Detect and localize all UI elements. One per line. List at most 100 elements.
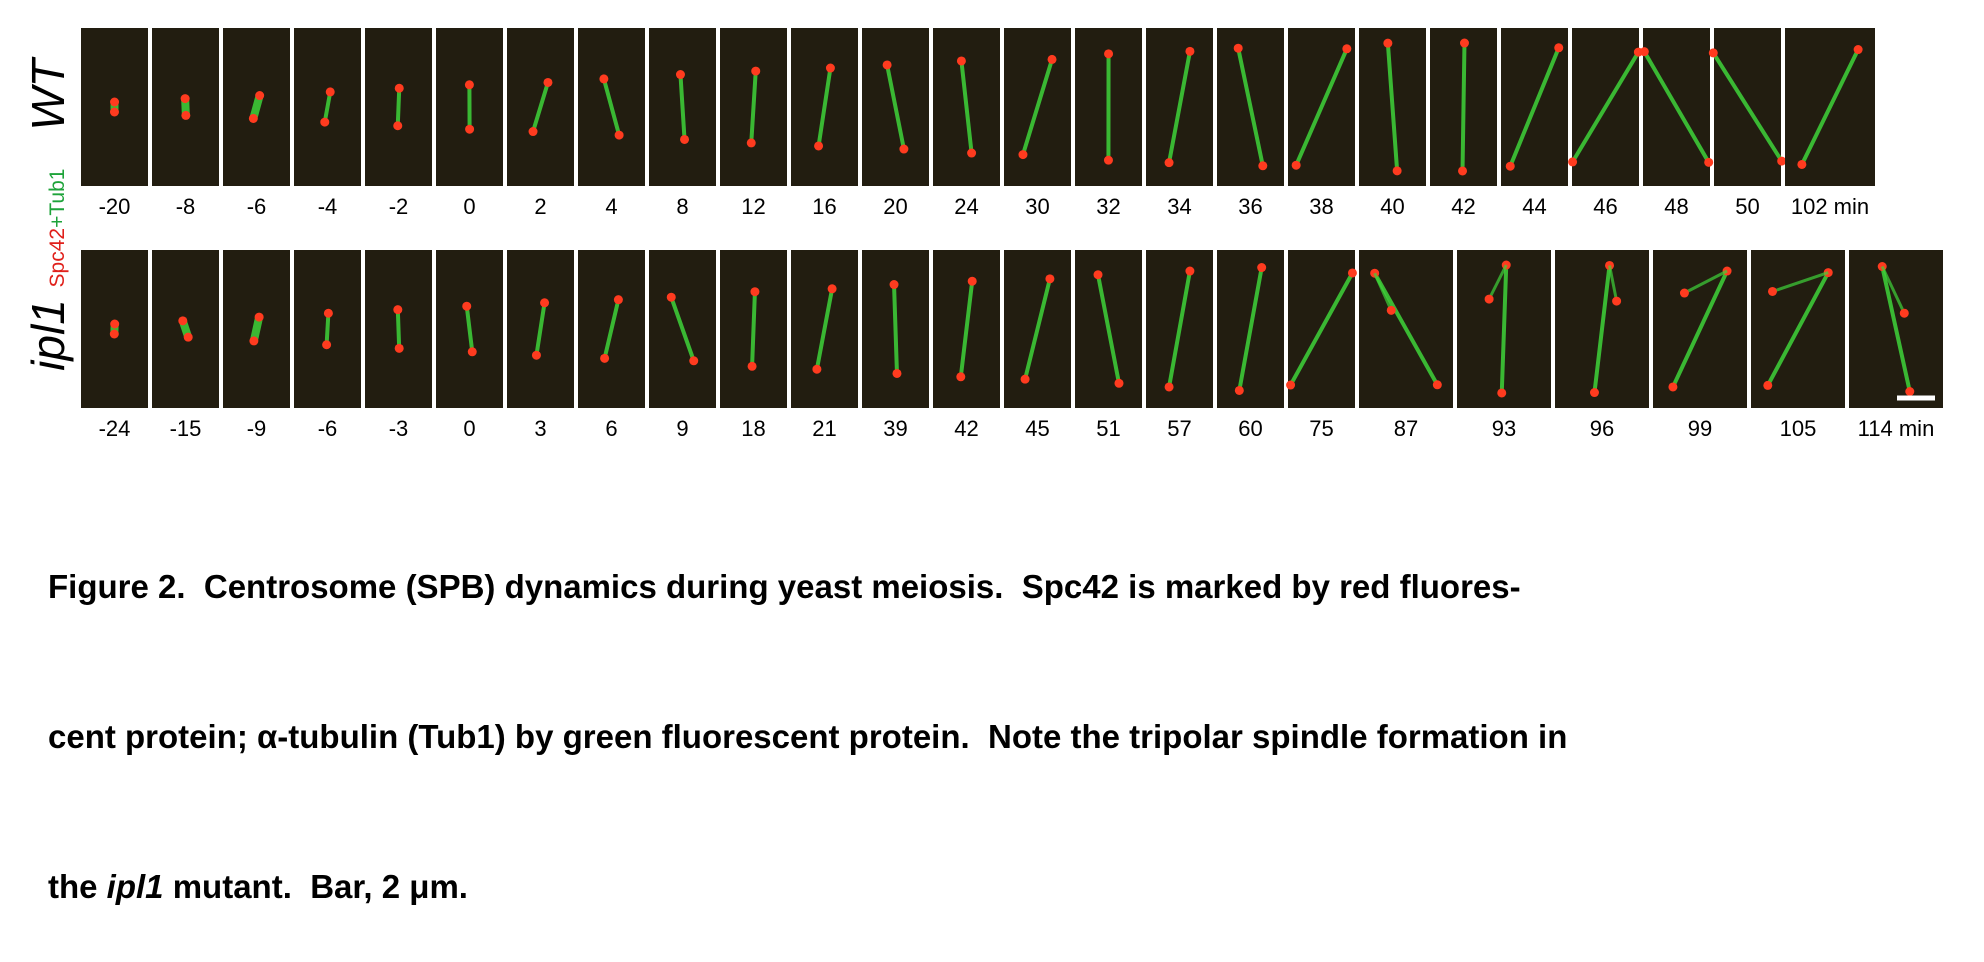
spb [178, 316, 187, 325]
channel-green: +Tub1 [46, 169, 69, 228]
time-label: 40 [1380, 194, 1404, 219]
time-label: 75 [1309, 416, 1333, 440]
spb [249, 336, 258, 345]
time-label: 20 [883, 194, 907, 219]
time-label: 0 [463, 416, 475, 440]
spb [181, 111, 190, 120]
spb [110, 320, 119, 329]
time-label: 32 [1096, 194, 1120, 219]
spb [181, 94, 190, 103]
spb [1854, 45, 1863, 54]
time-label: 87 [1394, 416, 1418, 440]
spb [1905, 387, 1914, 396]
spb [1292, 161, 1301, 170]
spb [1485, 295, 1494, 304]
spb [967, 149, 976, 158]
spb [747, 138, 756, 147]
caption-text: the [48, 868, 107, 905]
spb [465, 125, 474, 134]
time-label: 2 [534, 194, 546, 219]
spb [1342, 44, 1351, 53]
spb [812, 365, 821, 374]
spb [956, 372, 965, 381]
time-label: 4 [605, 194, 617, 219]
spb [1185, 47, 1194, 56]
time-label: 38 [1309, 194, 1333, 219]
spindle [752, 292, 755, 367]
time-label: -2 [389, 194, 409, 219]
spb [110, 98, 119, 107]
spb [1568, 157, 1577, 166]
spb [828, 284, 837, 293]
time-label: 39 [883, 416, 907, 440]
time-label: -24 [99, 416, 131, 440]
caption-line: the ipl1 mutant. Bar, 2 μm. [48, 862, 1978, 912]
spb [1640, 47, 1649, 56]
row-label: ipl1 [22, 299, 74, 371]
time-label: -8 [176, 194, 196, 219]
spb [1709, 48, 1718, 57]
spb [1554, 43, 1563, 52]
spb [1348, 268, 1357, 277]
spb [1458, 166, 1467, 175]
time-label: 12 [741, 194, 765, 219]
spb [614, 295, 623, 304]
spb [1460, 39, 1469, 48]
spb [676, 70, 685, 79]
spb [393, 305, 402, 314]
spb [750, 287, 759, 296]
spb [1114, 379, 1123, 388]
spindle [1463, 43, 1465, 171]
spb [1777, 157, 1786, 166]
time-label: -20 [99, 194, 131, 219]
time-label: 8 [676, 194, 688, 219]
time-label: 0 [463, 194, 475, 219]
time-label: -9 [247, 416, 267, 440]
spb [1257, 263, 1266, 272]
spb [1704, 158, 1713, 167]
time-label: 93 [1492, 416, 1516, 440]
spb [748, 362, 757, 371]
spb [1258, 161, 1267, 170]
spb [322, 340, 331, 349]
time-label: 48 [1664, 194, 1688, 219]
time-label: 42 [1451, 194, 1475, 219]
spb [529, 127, 538, 136]
caption: Figure 2. Centrosome (SPB) dynamics duri… [48, 462, 1978, 962]
time-label: -3 [389, 416, 409, 440]
spb [600, 354, 609, 363]
spb [540, 298, 549, 307]
spb [465, 80, 474, 89]
channel-red: Spc42 [46, 228, 69, 288]
spb [1094, 270, 1103, 279]
spb [892, 369, 901, 378]
spb [462, 302, 471, 311]
row-label: WT [22, 56, 74, 130]
spb [890, 280, 899, 289]
spb [1797, 160, 1806, 169]
time-label: 30 [1025, 194, 1049, 219]
spb [883, 60, 892, 69]
spb [532, 351, 541, 360]
spb [1104, 49, 1113, 58]
caption-line: cent protein; α-tubulin (Tub1) by green … [48, 712, 1978, 762]
spb [1763, 381, 1772, 390]
spb [1433, 380, 1442, 389]
spb [1768, 287, 1777, 296]
spb [1383, 39, 1392, 48]
time-label: 24 [954, 194, 978, 219]
spb [1286, 381, 1295, 390]
time-label: 50 [1735, 194, 1759, 219]
time-label: -4 [318, 194, 338, 219]
spb [1234, 44, 1243, 53]
time-label: 45 [1025, 416, 1049, 440]
time-label: 96 [1590, 416, 1614, 440]
caption-line: Figure 2. Centrosome (SPB) dynamics duri… [48, 562, 1978, 612]
time-label: 16 [812, 194, 836, 219]
time-label: 9 [676, 416, 688, 440]
time-label: 6 [605, 416, 617, 440]
spb [184, 333, 193, 342]
spindle [398, 88, 399, 126]
